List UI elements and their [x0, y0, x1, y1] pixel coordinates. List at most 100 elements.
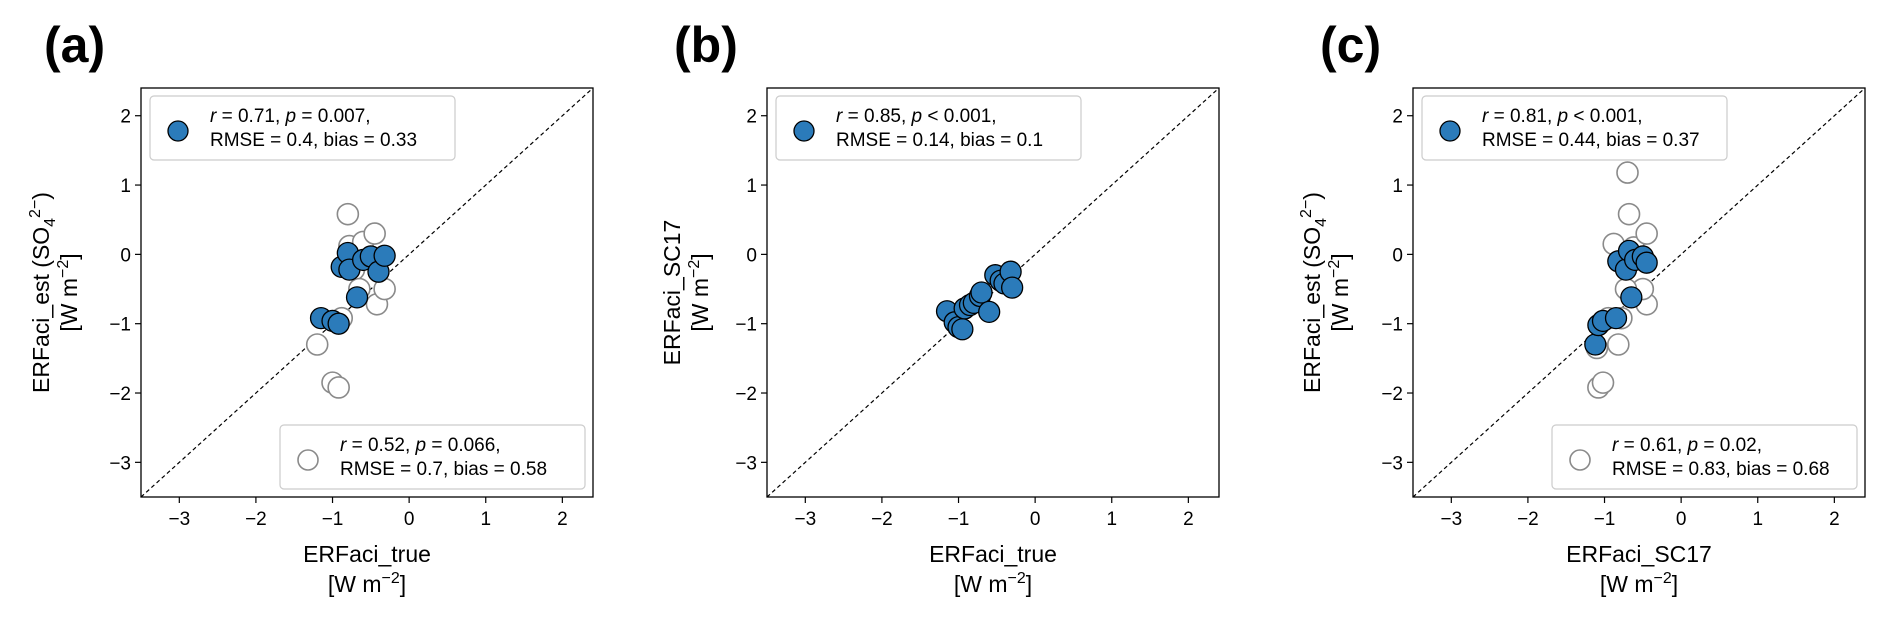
series-filled	[935, 260, 1024, 341]
legend-line-1: r = 0.81, p < 0.001,	[1482, 106, 1643, 127]
legend-box	[1551, 424, 1858, 490]
series-open	[1585, 161, 1658, 399]
y-tick-label: −3	[109, 453, 131, 474]
filled-point	[1001, 276, 1024, 299]
legend-top-left: r = 0.85, p < 0.001, RMSE = 0.14, bias = …	[775, 95, 1082, 161]
x-tick-label: 0	[1676, 509, 1687, 530]
legend-marker	[297, 449, 319, 471]
y-tick-label: −2	[735, 384, 757, 405]
filled-point	[345, 286, 369, 309]
y-tick-label: −3	[735, 453, 757, 474]
legend-marker	[1569, 449, 1591, 471]
legend-box	[149, 95, 456, 161]
filled-point	[970, 281, 993, 304]
panel-label: (c)	[1320, 17, 1381, 73]
panel-1: (a) −3 −2 −1 0 1 2 −3 −2 −1 0 1 2 ERFaci_true [W m−2] E…	[27, 17, 594, 597]
x-tick-label: 2	[557, 509, 568, 530]
x-tick-label: 2	[1829, 509, 1840, 530]
legend-box	[1421, 95, 1728, 161]
x-axis-label: ERFaci_SC17	[1566, 541, 1712, 567]
open-point	[1616, 161, 1639, 184]
legend-marker	[167, 120, 189, 142]
filled-point	[1635, 251, 1658, 274]
legend-box	[775, 95, 1082, 161]
y-tick-label: 2	[120, 107, 131, 128]
x-tick-label: 1	[1752, 509, 1763, 530]
filled-point	[373, 244, 396, 267]
y-tick-label: 0	[120, 245, 131, 266]
y-tick-label: 2	[746, 107, 757, 128]
open-point	[327, 376, 350, 399]
y-tick-label: −1	[1381, 315, 1403, 336]
legend-line-2: RMSE = 0.14, bias = 0.1	[836, 130, 1043, 151]
x-tick-label: −1	[322, 509, 344, 530]
legend-line-2: RMSE = 0.4, bias = 0.33	[210, 130, 417, 151]
x-tick-label: −2	[245, 509, 267, 530]
x-axis-unit: [W m−2]	[954, 570, 1032, 597]
open-point	[363, 222, 386, 245]
y-axis-label: ERFaci_SC17	[659, 220, 685, 366]
y-tick-label: −3	[1381, 453, 1403, 474]
x-tick-label: −3	[1440, 509, 1462, 530]
legend-line-1: r = 0.85, p < 0.001,	[836, 106, 997, 127]
y-tick-label: 1	[1392, 176, 1403, 197]
legend-bottom-right: r = 0.61, p = 0.02, RMSE = 0.83, bias = 0…	[1551, 424, 1858, 490]
legend-line-2: RMSE = 0.44, bias = 0.37	[1482, 130, 1700, 151]
plot-frame	[140, 87, 594, 498]
y-axis-label: ERFaci_est (SO42−)	[1298, 192, 1330, 393]
plot-frame	[1412, 87, 1866, 498]
y-tick-label: −2	[1381, 384, 1403, 405]
y-tick-label: 0	[746, 245, 757, 266]
series-filled	[1584, 239, 1658, 356]
y-tick-label: −1	[109, 315, 131, 336]
legend-bottom-right: r = 0.52, p = 0.066, RMSE = 0.7, bias = 0…	[279, 424, 586, 490]
filled-point	[327, 312, 350, 335]
filled-point	[1584, 333, 1607, 356]
y-tick-label: 1	[120, 176, 131, 197]
legend-line-2: RMSE = 0.83, bias = 0.68	[1612, 459, 1830, 480]
x-tick-label: 0	[1030, 509, 1041, 530]
legend-box	[279, 424, 586, 490]
x-tick-label: −1	[1594, 509, 1616, 530]
x-tick-label: −3	[794, 509, 816, 530]
filled-point	[1620, 286, 1643, 309]
filled-point	[978, 300, 1001, 324]
x-tick-label: 0	[404, 509, 415, 530]
y-tick-label: −1	[735, 315, 757, 336]
filled-point	[951, 318, 974, 341]
x-axis-unit: [W m−2]	[1600, 570, 1678, 597]
panel-label: (a)	[44, 17, 105, 73]
x-tick-label: −2	[1517, 509, 1539, 530]
panel-label: (b)	[674, 17, 738, 73]
x-tick-label: −3	[168, 509, 190, 530]
x-tick-label: −2	[871, 509, 893, 530]
legend-line-2: RMSE = 0.7, bias = 0.58	[340, 459, 547, 480]
legend-line-1: r = 0.52, p = 0.066,	[340, 435, 501, 456]
y-axis-unit: [W m−2]	[1326, 253, 1353, 331]
plot-frame	[766, 87, 1220, 498]
x-tick-label: −1	[948, 509, 970, 530]
legend-line-1: r = 0.61, p = 0.02,	[1612, 435, 1762, 456]
open-point	[336, 202, 360, 226]
x-axis-label: ERFaci_true	[929, 541, 1057, 567]
legend-top-left: r = 0.71, p = 0.007, RMSE = 0.4, bias = 0…	[149, 95, 456, 161]
legend-marker	[793, 120, 815, 142]
y-tick-label: −2	[109, 384, 131, 405]
x-axis-unit: [W m−2]	[328, 570, 406, 597]
y-tick-label: 1	[746, 176, 757, 197]
open-point	[1617, 202, 1641, 226]
legend-line-1: r = 0.71, p = 0.007,	[210, 106, 371, 127]
y-axis-label: ERFaci_est (SO42−)	[27, 192, 59, 393]
filled-point	[1604, 306, 1628, 330]
open-point	[1591, 371, 1615, 394]
y-tick-label: 2	[1392, 107, 1403, 128]
x-axis-label: ERFaci_true	[303, 541, 431, 567]
x-tick-label: 1	[480, 509, 491, 530]
y-tick-label: 0	[1392, 245, 1403, 266]
y-axis-unit: [W m−2]	[686, 253, 713, 331]
legend-top-left: r = 0.81, p < 0.001, RMSE = 0.44, bias = …	[1421, 95, 1728, 161]
one-to-one-line	[766, 87, 1220, 498]
